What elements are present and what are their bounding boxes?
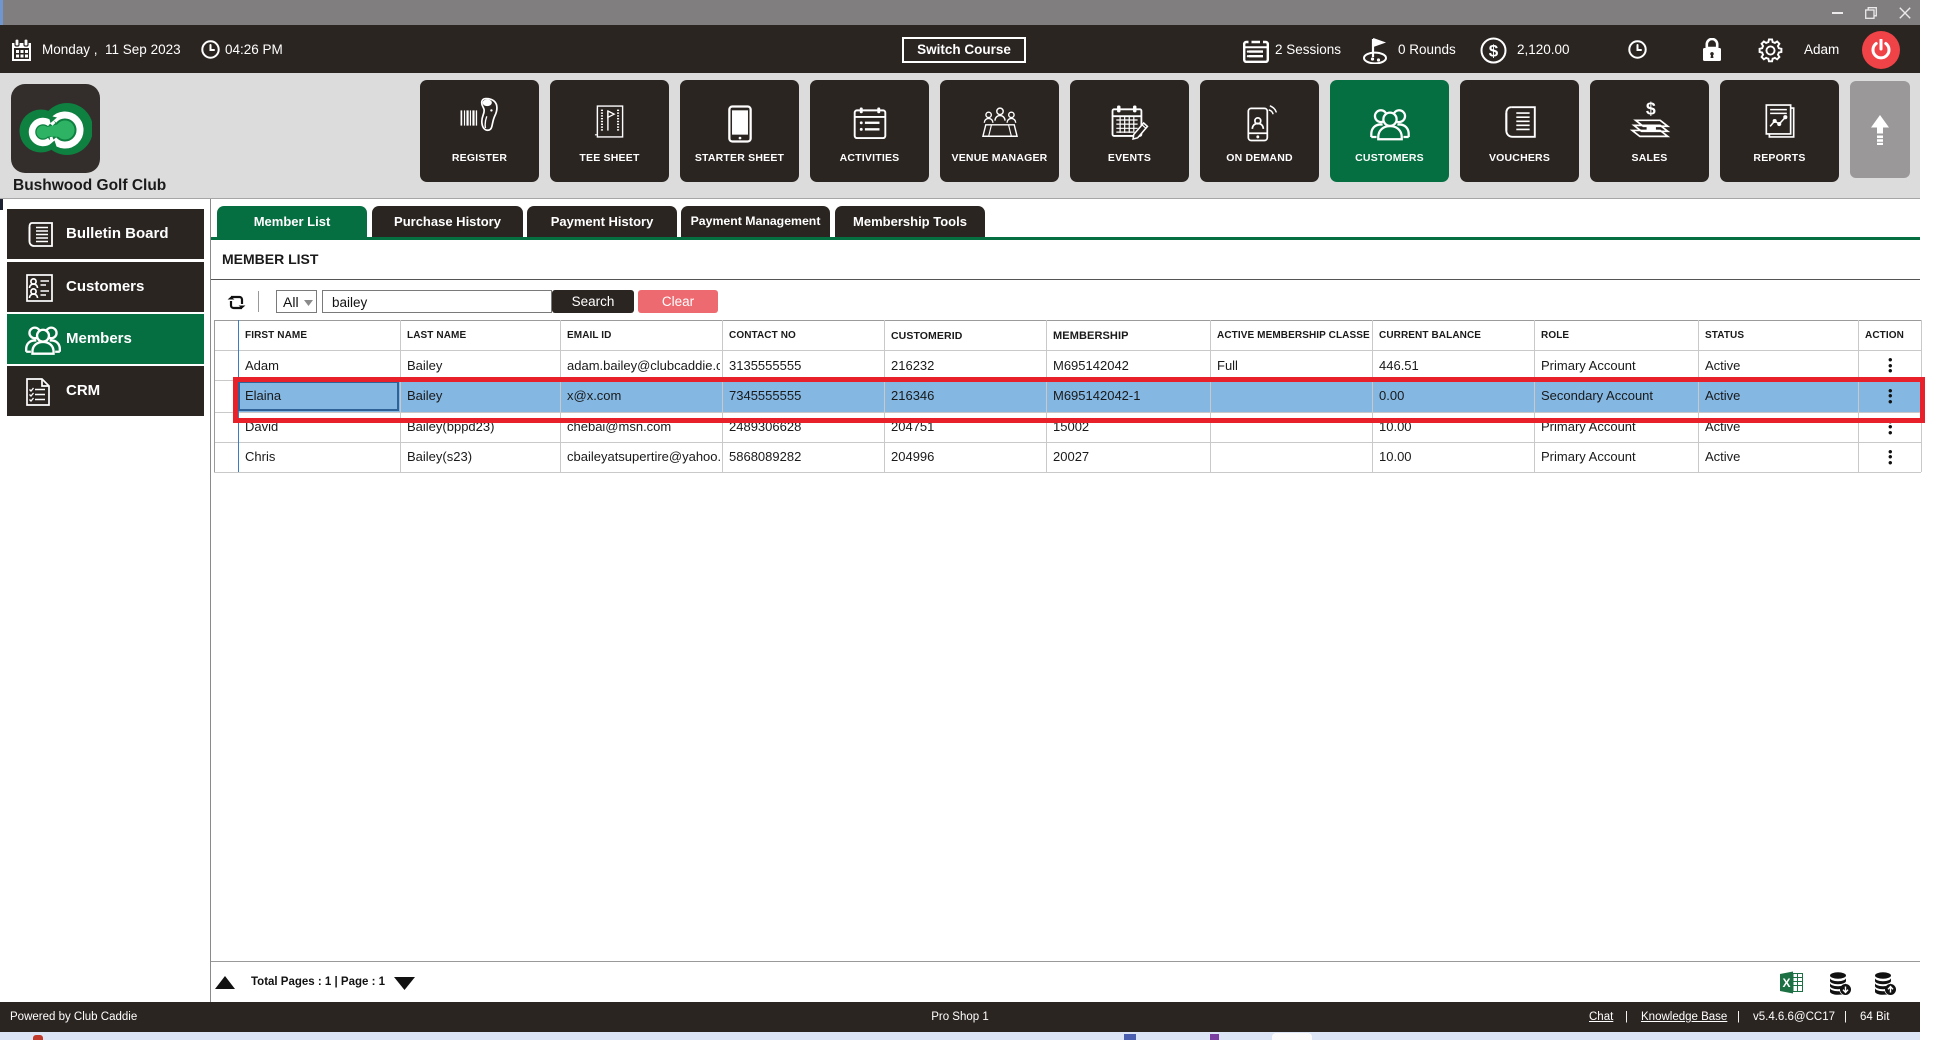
svg-text:$: $ xyxy=(1489,42,1499,61)
svg-text:$: $ xyxy=(1645,100,1655,118)
svg-text:X: X xyxy=(1782,976,1790,990)
